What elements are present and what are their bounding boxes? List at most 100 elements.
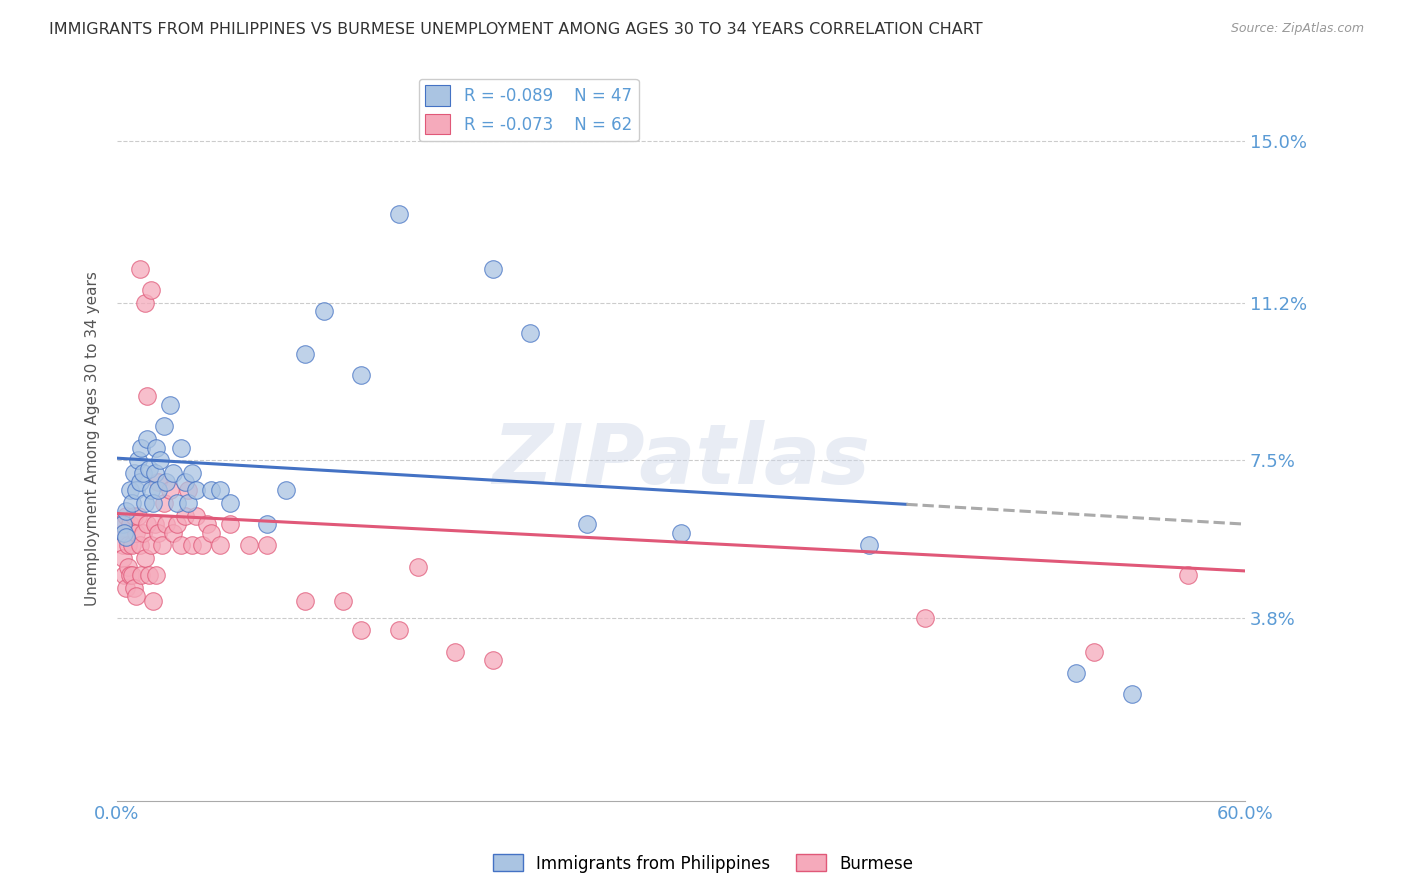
Point [444,645,467,659]
Point [350,368,373,383]
Point [256,538,278,552]
Point [120,568,142,582]
Point [1083,645,1105,659]
Point [332,593,354,607]
Point [125,525,148,540]
Point [294,347,316,361]
Text: ZIPatlas: ZIPatlas [492,420,870,501]
Point [170,538,193,552]
Point [131,568,153,582]
Point [218,496,240,510]
Point [132,525,155,540]
Point [136,432,159,446]
Point [238,538,260,552]
Point [139,283,162,297]
Point [209,483,232,497]
Point [294,593,316,607]
Point [177,496,200,510]
Point [159,483,181,497]
Point [184,483,207,497]
Point [195,517,218,532]
Point [669,525,692,540]
Text: IMMIGRANTS FROM PHILIPPINES VS BURMESE UNEMPLOYMENT AMONG AGES 30 TO 34 YEARS CO: IMMIGRANTS FROM PHILIPPINES VS BURMESE U… [49,22,983,37]
Point [153,496,176,510]
Point [115,508,138,523]
Point [575,517,598,532]
Point [166,496,188,510]
Point [142,593,165,607]
Point [138,568,160,582]
Point [190,538,212,552]
Point [159,398,181,412]
Point [136,389,159,403]
Point [120,483,142,497]
Point [114,525,136,540]
Point [125,483,148,497]
Point [117,538,139,552]
Point [162,525,184,540]
Point [155,517,177,532]
Point [184,508,207,523]
Point [1177,568,1199,582]
Point [148,483,170,497]
Point [166,517,188,532]
Point [519,326,541,340]
Point [115,530,138,544]
Point [312,304,335,318]
Point [136,517,159,532]
Point [388,206,411,220]
Point [111,517,134,532]
Point [122,508,145,523]
Point [115,581,138,595]
Point [155,475,177,489]
Point [134,496,156,510]
Point [122,466,145,480]
Point [128,261,150,276]
Point [115,504,138,518]
Point [122,581,145,595]
Point [200,525,222,540]
Point [858,538,880,552]
Point [139,483,162,497]
Point [350,624,373,638]
Point [128,475,150,489]
Point [121,568,143,582]
Point [482,653,505,667]
Point [218,517,240,532]
Point [482,261,505,276]
Point [128,538,150,552]
Point [148,475,170,489]
Point [148,525,170,540]
Point [1064,665,1087,680]
Point [1121,687,1143,701]
Point [134,296,156,310]
Point [149,453,172,467]
Point [173,508,195,523]
Point [388,624,411,638]
Point [173,475,195,489]
Point [127,453,149,467]
Point [110,517,132,532]
Point [256,517,278,532]
Point [139,538,162,552]
Point [143,517,166,532]
Point [142,496,165,510]
Point [114,525,136,540]
Point [143,466,166,480]
Point [170,441,193,455]
Point [406,559,429,574]
Point [117,559,139,574]
Legend: Immigrants from Philippines, Burmese: Immigrants from Philippines, Burmese [486,847,920,880]
Point [134,551,156,566]
Point [121,538,143,552]
Point [181,466,204,480]
Point [111,551,134,566]
Point [209,538,232,552]
Point [121,496,143,510]
Point [153,419,176,434]
Point [162,466,184,480]
Point [150,538,173,552]
Point [111,538,134,552]
Point [131,441,153,455]
Point [200,483,222,497]
